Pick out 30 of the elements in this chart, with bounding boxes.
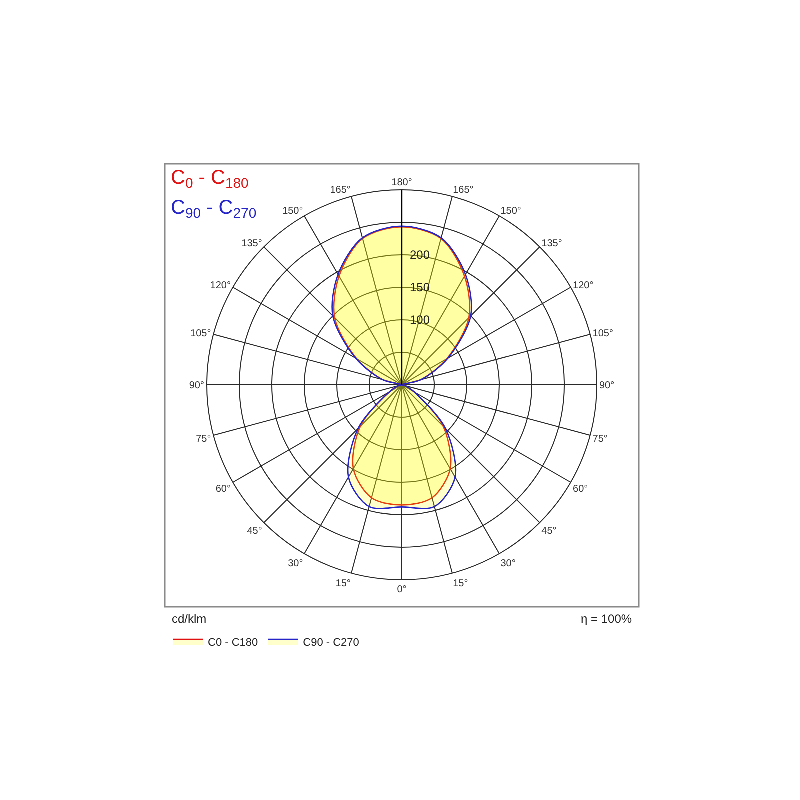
spoke-label: 60° — [216, 484, 231, 495]
spoke-label: 105° — [592, 328, 614, 340]
spoke-label: 15° — [453, 578, 468, 590]
spoke-label: 135° — [542, 238, 562, 250]
spoke-label: 30° — [288, 558, 304, 570]
spoke-label: 150° — [500, 206, 522, 217]
spoke-label: 165° — [453, 185, 474, 196]
spoke-label: 45° — [542, 526, 557, 538]
legend-label: C0 - C180 — [208, 636, 258, 649]
spoke-label: 90° — [600, 380, 615, 392]
text: cd/klm — [172, 612, 207, 626]
spoke-label: 75° — [196, 434, 212, 446]
text: C$_{90}$ - C$_{270}$ — [171, 197, 257, 222]
spoke-label: 60° — [573, 484, 588, 495]
spoke-label: 0° — [397, 584, 407, 596]
spoke-label: 30° — [500, 558, 516, 570]
text: C$_{0}$ - C$_{180}$ — [171, 167, 250, 192]
spoke-label: 165° — [330, 185, 351, 196]
text: η = 100% — [581, 612, 632, 626]
spoke-label: 135° — [242, 238, 262, 250]
spoke-label: 90° — [189, 380, 204, 392]
spoke-label: 75° — [592, 434, 608, 446]
spoke-label: 45° — [247, 526, 262, 538]
spoke-label: 120° — [573, 280, 594, 292]
spoke-label: 105° — [190, 328, 212, 340]
spoke-label: 120° — [210, 280, 231, 292]
spoke-label: 15° — [336, 578, 351, 590]
legend-label: C90 - C270 — [303, 636, 360, 649]
spoke-label: 180° — [392, 178, 412, 188]
spoke-label: 150° — [282, 206, 304, 217]
